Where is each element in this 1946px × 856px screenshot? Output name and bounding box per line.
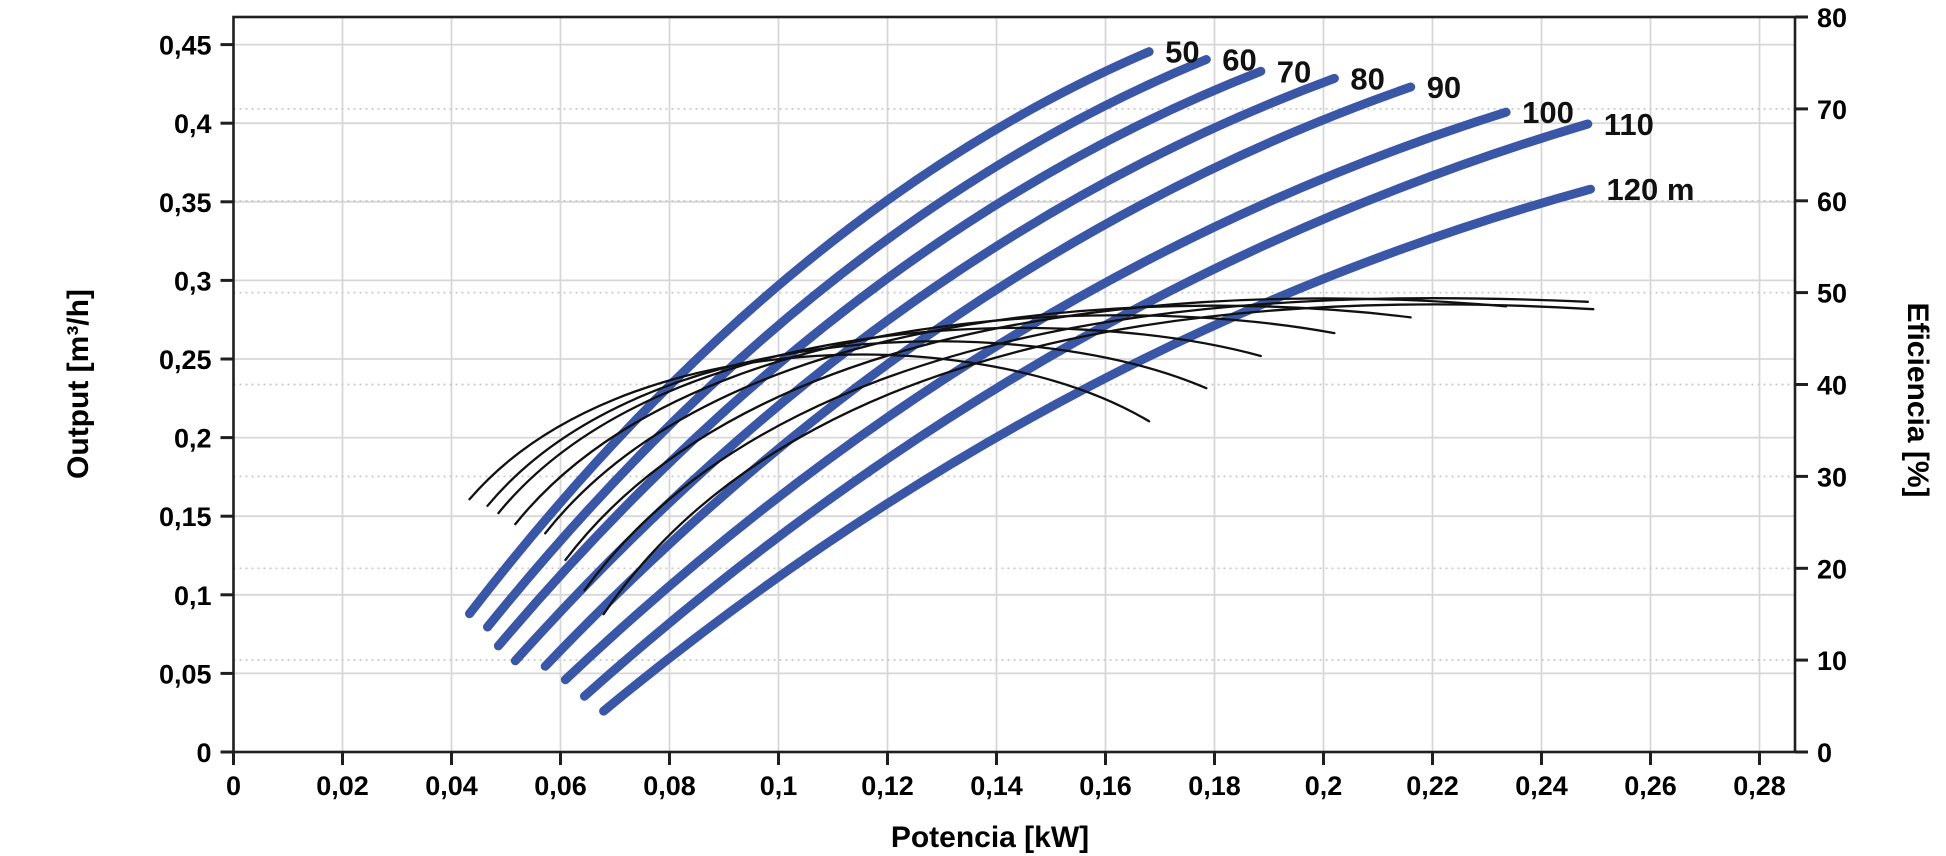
efficiency-curve-120: [602, 303, 1595, 616]
x-tick-label: 0,1: [760, 771, 798, 801]
head-curve-label-60: 60: [1222, 43, 1256, 78]
y-left-tick-label: 0,15: [159, 502, 212, 532]
y-right-tick-label: 80: [1817, 3, 1847, 33]
head-curve-label-90: 90: [1427, 70, 1461, 105]
efficiency-curve-50: [468, 353, 1151, 501]
x-tick-label: 0,12: [861, 771, 914, 801]
head-curve-label-110: 110: [1604, 107, 1654, 142]
y-right-tick-label: 40: [1817, 371, 1847, 401]
head-curve-110: [580, 119, 1593, 701]
head-curve-100: [560, 107, 1511, 685]
y-left-tick-label: 0: [196, 738, 211, 768]
y-right-tick-label: 70: [1817, 95, 1847, 125]
x-tick-label: 0,18: [1188, 771, 1241, 801]
head-curve-50: [465, 47, 1154, 619]
x-tick-label: 0,2: [1305, 771, 1343, 801]
efficiency-curve-80: [514, 314, 1336, 526]
efficiency-curve-110: [583, 297, 1589, 592]
y-left-tick-label: 0,2: [174, 424, 212, 454]
x-tick-label: 0,28: [1733, 771, 1786, 801]
y-right-tick-label: 50: [1817, 279, 1847, 309]
head-curve-120: [599, 184, 1595, 716]
x-tick-label: 0,14: [970, 771, 1023, 801]
y-right-tick-label: 20: [1817, 554, 1847, 584]
head-curve-60: [483, 55, 1211, 632]
head-curve-label-50: 50: [1165, 35, 1199, 70]
efficiency-curve-60: [486, 340, 1208, 507]
y-right-tick-label: 10: [1817, 646, 1847, 676]
x-tick-label: 0,22: [1406, 771, 1459, 801]
y-right-tick-label: 0: [1817, 738, 1832, 768]
x-tick-label: 0,08: [643, 771, 696, 801]
x-axis-title: Potencia [kW]: [891, 821, 1089, 854]
y-left-tick-label: 0,05: [159, 659, 212, 689]
y-left-tick-label: 0,25: [159, 345, 212, 375]
y-right-tick-label: 60: [1817, 187, 1847, 217]
head-curve-label-70: 70: [1277, 54, 1311, 89]
x-tick-label: 0: [226, 771, 241, 801]
x-tick-label: 0,26: [1624, 771, 1677, 801]
y-left-tick-label: 0,35: [159, 188, 212, 218]
y-left-tick-label: 0,45: [159, 31, 212, 61]
head-curve-90: [540, 82, 1416, 671]
x-tick-label: 0,16: [1079, 771, 1132, 801]
y-left-tick-label: 0,1: [174, 581, 212, 611]
x-tick-label: 0,04: [425, 771, 478, 801]
y-right-tick-label: 30: [1817, 462, 1847, 492]
y-left-axis-title: Output [m³/h]: [62, 289, 95, 479]
x-tick-label: 0,24: [1515, 771, 1568, 801]
y-left-tick-label: 0,3: [174, 266, 212, 296]
head-curve-70: [493, 66, 1266, 651]
y-left-tick-label: 0,4: [174, 109, 212, 139]
head-curve-label-100: 100: [1522, 95, 1574, 130]
head-curve-80: [510, 73, 1339, 666]
x-tick-label: 0,06: [534, 771, 587, 801]
x-tick-label: 0,02: [316, 771, 369, 801]
head-curve-label-120: 120 m: [1607, 172, 1695, 207]
head-curve-label-80: 80: [1350, 61, 1384, 96]
y-right-axis-title: Eficiencia [%]: [1901, 302, 1934, 497]
